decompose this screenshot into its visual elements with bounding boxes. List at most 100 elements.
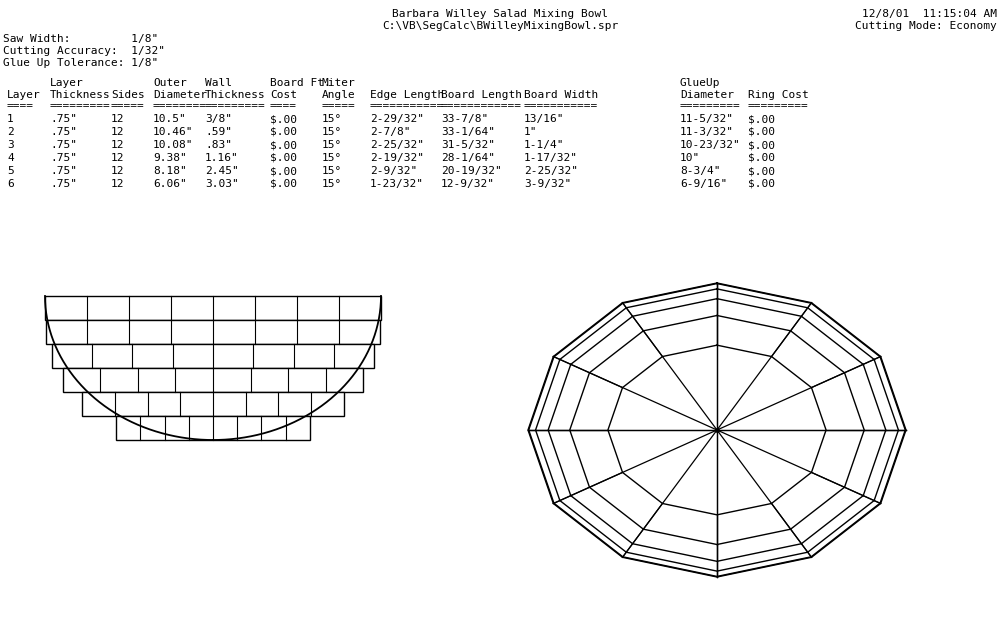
Bar [63, 368, 363, 392]
Text: 11-3/32": 11-3/32" [680, 127, 734, 137]
Text: ============: ============ [441, 101, 522, 111]
Text: $.00: $.00 [270, 153, 297, 163]
Text: 15°: 15° [322, 140, 342, 150]
Text: 2: 2 [7, 127, 14, 137]
Text: 33-7/8": 33-7/8" [441, 114, 488, 124]
Text: 2-29/32": 2-29/32" [370, 114, 424, 124]
Text: 15°: 15° [322, 127, 342, 137]
Text: Miter: Miter [322, 78, 356, 88]
Text: 6-9/16": 6-9/16" [680, 179, 727, 189]
Text: 2-25/32": 2-25/32" [524, 166, 578, 176]
Text: 12: 12 [111, 114, 124, 124]
Text: $.00: $.00 [270, 140, 297, 150]
Text: $.00: $.00 [270, 127, 297, 137]
Text: .59": .59" [205, 127, 232, 137]
Text: 12: 12 [111, 140, 124, 150]
Text: 10.5": 10.5" [153, 114, 187, 124]
Text: $.00: $.00 [748, 114, 775, 124]
Text: 20-19/32": 20-19/32" [441, 166, 502, 176]
Text: 2-25/32": 2-25/32" [370, 140, 424, 150]
Text: Diameter: Diameter [680, 90, 734, 100]
Text: .75": .75" [50, 114, 77, 124]
Text: Board Width: Board Width [524, 90, 598, 100]
Text: $.00: $.00 [748, 140, 775, 150]
Text: =====: ===== [322, 101, 356, 111]
Text: $.00: $.00 [748, 127, 775, 137]
Text: 15°: 15° [322, 114, 342, 124]
Text: 3.03": 3.03" [205, 179, 239, 189]
Text: ========: ======== [153, 101, 207, 111]
Text: Cutting Accuracy:  1/32": Cutting Accuracy: 1/32" [3, 46, 165, 56]
Text: 10.46": 10.46" [153, 127, 194, 137]
Text: =========: ========= [748, 101, 809, 111]
Text: Layer: Layer [50, 78, 84, 88]
Text: Edge Length: Edge Length [370, 90, 444, 100]
Text: $.00: $.00 [748, 179, 775, 189]
Text: 12: 12 [111, 127, 124, 137]
Text: Glue Up Tolerance: 1/8": Glue Up Tolerance: 1/8" [3, 58, 158, 68]
Text: 10-23/32": 10-23/32" [680, 140, 741, 150]
Text: 2-19/32": 2-19/32" [370, 153, 424, 163]
Text: 8-3/4": 8-3/4" [680, 166, 720, 176]
Text: 15°: 15° [322, 153, 342, 163]
Text: 15°: 15° [322, 166, 342, 176]
Text: Saw Width:         1/8": Saw Width: 1/8" [3, 34, 158, 44]
Text: 1.16": 1.16" [205, 153, 239, 163]
Text: 10": 10" [680, 153, 700, 163]
Text: Layer: Layer [7, 90, 41, 100]
Text: 2-9/32": 2-9/32" [370, 166, 417, 176]
Bar [52, 344, 374, 368]
Text: .75": .75" [50, 153, 77, 163]
Bar [82, 392, 344, 416]
Text: $.00: $.00 [270, 166, 297, 176]
Text: 5: 5 [7, 166, 14, 176]
Text: 11-5/32": 11-5/32" [680, 114, 734, 124]
Text: 12-9/32": 12-9/32" [441, 179, 495, 189]
Text: $.00: $.00 [270, 114, 297, 124]
Text: Board Ft.: Board Ft. [270, 78, 331, 88]
Text: Cost: Cost [270, 90, 297, 100]
Text: ===========: =========== [370, 101, 444, 111]
Text: 4: 4 [7, 153, 14, 163]
Text: 12: 12 [111, 179, 124, 189]
Text: =====: ===== [111, 101, 145, 111]
Text: Ring Cost: Ring Cost [748, 90, 809, 100]
Text: 12/8/01  11:15:04 AM: 12/8/01 11:15:04 AM [862, 9, 997, 19]
Text: $.00: $.00 [748, 166, 775, 176]
Text: .75": .75" [50, 166, 77, 176]
Text: Thickness: Thickness [205, 90, 266, 100]
Text: 1: 1 [7, 114, 14, 124]
Text: Sides: Sides [111, 90, 145, 100]
Text: Diameter: Diameter [153, 90, 207, 100]
Text: 6.06": 6.06" [153, 179, 187, 189]
Text: 9.38": 9.38" [153, 153, 187, 163]
Bar [46, 320, 380, 344]
Text: 12: 12 [111, 166, 124, 176]
Text: 13/16": 13/16" [524, 114, 564, 124]
Text: ====: ==== [7, 101, 34, 111]
Text: 1-1/4": 1-1/4" [524, 140, 564, 150]
Text: .75": .75" [50, 140, 77, 150]
Text: 3-9/32": 3-9/32" [524, 179, 571, 189]
Text: =========: ========= [680, 101, 741, 111]
Text: 15°: 15° [322, 179, 342, 189]
Text: 31-5/32": 31-5/32" [441, 140, 495, 150]
Text: 2-7/8": 2-7/8" [370, 127, 411, 137]
Bar [116, 416, 310, 440]
Text: 28-1/64": 28-1/64" [441, 153, 495, 163]
Text: 1-23/32": 1-23/32" [370, 179, 424, 189]
Bar [45, 296, 381, 320]
Text: ===========: =========== [524, 101, 598, 111]
Text: .75": .75" [50, 127, 77, 137]
Text: $.00: $.00 [270, 179, 297, 189]
Text: 1-17/32": 1-17/32" [524, 153, 578, 163]
Text: Board Length: Board Length [441, 90, 522, 100]
Text: 3: 3 [7, 140, 14, 150]
Text: 3/8": 3/8" [205, 114, 232, 124]
Text: $.00: $.00 [748, 153, 775, 163]
Text: 6: 6 [7, 179, 14, 189]
Text: Barbara Willey Salad Mixing Bowl: Barbara Willey Salad Mixing Bowl [392, 9, 608, 19]
Text: Outer: Outer [153, 78, 187, 88]
Text: .75": .75" [50, 179, 77, 189]
Text: ====: ==== [270, 101, 297, 111]
